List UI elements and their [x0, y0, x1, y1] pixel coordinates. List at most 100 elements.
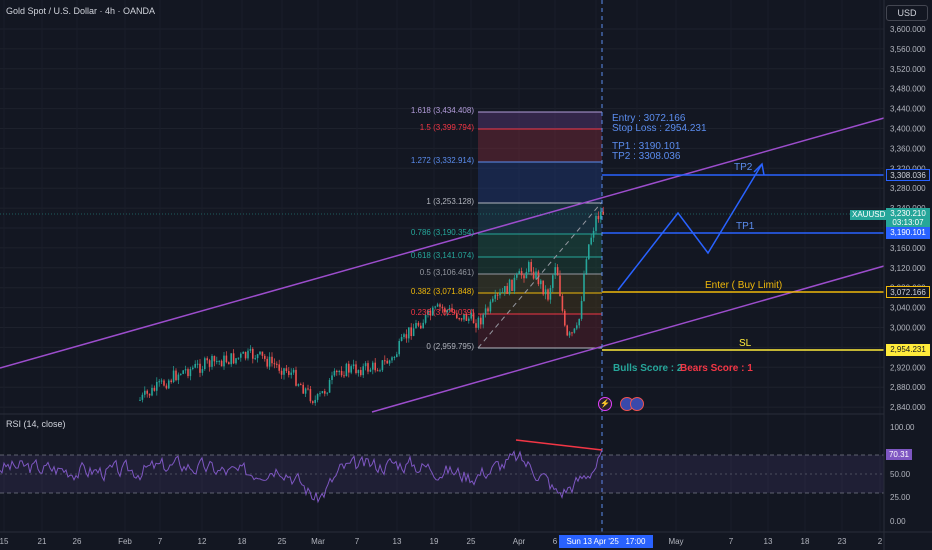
price-tick-label: 3,560.000	[890, 45, 926, 54]
tp2-price-tag[interactable]: 3,308.036	[886, 169, 930, 181]
candle-body	[453, 311, 456, 314]
candle-body	[328, 379, 331, 393]
candle-body	[600, 211, 602, 220]
fib-zone-band	[478, 112, 602, 129]
currency-button[interactable]: USD	[886, 5, 928, 21]
fib-zone-band	[478, 293, 602, 314]
candle-body	[410, 327, 412, 337]
candle-body	[484, 308, 487, 315]
candle-body	[508, 279, 511, 294]
candle-body	[139, 399, 141, 401]
candle-body	[477, 317, 480, 328]
candle-body	[170, 380, 172, 382]
time-tick-label: 23	[838, 537, 847, 546]
candle-body	[537, 271, 540, 285]
candle-body	[482, 314, 484, 325]
price-tick-label: 3,480.000	[890, 85, 926, 94]
fib-zone-band	[478, 129, 602, 162]
candle-body	[403, 334, 405, 338]
channel-lower-line	[371, 265, 885, 413]
candle-body	[398, 341, 400, 355]
candle-body	[218, 360, 220, 362]
entry-price-tag[interactable]: 3,072.166	[886, 286, 930, 298]
candle-body	[278, 364, 280, 371]
time-tick-label: 2	[878, 537, 883, 546]
us-flag-event-icon-2[interactable]	[630, 397, 644, 411]
candle-body	[268, 356, 271, 367]
candle-body	[216, 361, 218, 363]
candle-body	[163, 380, 165, 386]
symbol-title[interactable]: Gold Spot / U.S. Dollar · 4h · OANDA	[6, 6, 156, 16]
candle-body	[417, 322, 420, 326]
price-tick-label: 2,840.000	[890, 403, 926, 412]
candle-body	[523, 275, 525, 279]
time-tick-label: 7	[355, 537, 360, 546]
candle-body	[307, 388, 309, 390]
tp1-price-tag[interactable]: 3,190.101	[886, 227, 930, 239]
time-tick-label: 25	[467, 537, 476, 546]
time-tick-label: 26	[73, 537, 82, 546]
candle-body	[189, 368, 192, 377]
time-tick-label: 13	[764, 537, 773, 546]
rsi-tick-label: 50.00	[890, 470, 911, 479]
candle-body	[494, 294, 496, 299]
candle-body	[458, 318, 460, 320]
sl-label: SL	[739, 338, 752, 349]
rsi-line	[0, 449, 603, 504]
candle-body	[451, 308, 453, 312]
candle-body	[240, 353, 242, 358]
price-tick-label: 3,600.000	[890, 25, 926, 34]
candle-body	[235, 358, 237, 364]
candle-body	[261, 351, 264, 356]
flash-event-icon[interactable]: ⚡	[598, 397, 612, 411]
candle-body	[585, 259, 588, 274]
crosshair-time-label: Sun 13 Apr '25 17:00	[559, 535, 653, 548]
candle-body	[549, 288, 552, 300]
price-tick-label: 3,040.000	[890, 304, 926, 313]
candle-body	[489, 301, 492, 312]
candle-body	[568, 332, 571, 336]
candle-body	[530, 262, 532, 272]
candle-body	[244, 351, 247, 359]
candle-body	[590, 237, 592, 245]
price-tick-label: 3,160.000	[890, 244, 926, 253]
candle-body	[184, 369, 187, 371]
fib-zone-band	[478, 234, 602, 257]
candle-body	[571, 332, 573, 334]
candle-body	[439, 304, 441, 307]
candle-body	[470, 312, 472, 319]
time-tick-label: 15	[0, 537, 9, 546]
rsi-title[interactable]: RSI (14, close)	[6, 419, 66, 429]
symbol-price-label: XAUUSD	[850, 210, 888, 220]
candle-body	[271, 356, 273, 364]
sl-price-tag[interactable]: 2,954.231	[886, 344, 930, 356]
candle-body	[357, 370, 360, 374]
candle-body	[196, 363, 199, 365]
candle-body	[331, 375, 333, 380]
candle-body	[540, 280, 542, 285]
fib-level-label: 1.618 (3,434.408)	[410, 106, 474, 115]
candle-body	[374, 362, 376, 371]
candle-body	[355, 364, 357, 374]
projection-arrowhead	[753, 162, 765, 176]
price-tick-label: 2,920.000	[890, 363, 926, 372]
candle-body	[362, 366, 364, 376]
candle-body	[554, 267, 556, 276]
candle-body	[588, 244, 590, 260]
candle-body	[463, 313, 465, 320]
candle-body	[578, 318, 580, 326]
current-price-tag[interactable]: 3,230.210 03:13:07	[886, 208, 930, 228]
fib-level-label: 1.5 (3,399.794)	[419, 123, 474, 132]
candle-body	[475, 323, 477, 328]
candle-body	[211, 355, 213, 367]
time-tick-label: 25	[278, 537, 287, 546]
time-tick-label: Mar	[311, 537, 325, 546]
candle-body	[340, 370, 343, 376]
candle-body	[595, 215, 597, 231]
candle-body	[444, 308, 446, 313]
candle-body	[213, 355, 216, 362]
candle-body	[141, 394, 144, 400]
candle-body	[316, 394, 319, 400]
